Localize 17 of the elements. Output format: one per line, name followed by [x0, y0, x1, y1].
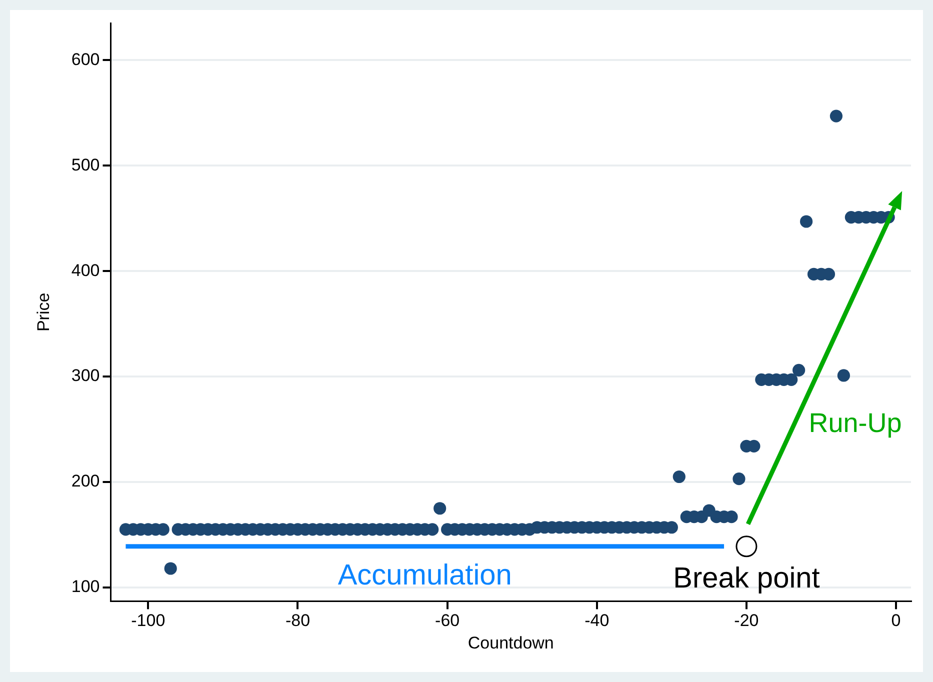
x-tick-label: -80 [285, 611, 310, 630]
y-tick-label: 600 [71, 50, 100, 69]
x-axis-title: Countdown [468, 633, 554, 652]
annotation: Break point [673, 562, 820, 594]
x-tick-label: 0 [891, 611, 901, 630]
y-tick-label: 400 [71, 260, 100, 280]
series-label: Accumulation [338, 559, 512, 592]
y-tick-label: 300 [71, 366, 100, 386]
y-tick-label: 200 [71, 472, 100, 491]
y-tick-label: 100 [71, 577, 100, 596]
x-tick-label: -100 [131, 611, 166, 630]
y-tick-label: 500 [71, 155, 100, 174]
x-tick-label: -40 [584, 611, 610, 630]
x-tick-label: -20 [734, 611, 759, 630]
y-axis-title: Price [34, 292, 53, 332]
annotation: Run-Up [808, 408, 902, 438]
x-tick-label: -60 [435, 611, 460, 630]
